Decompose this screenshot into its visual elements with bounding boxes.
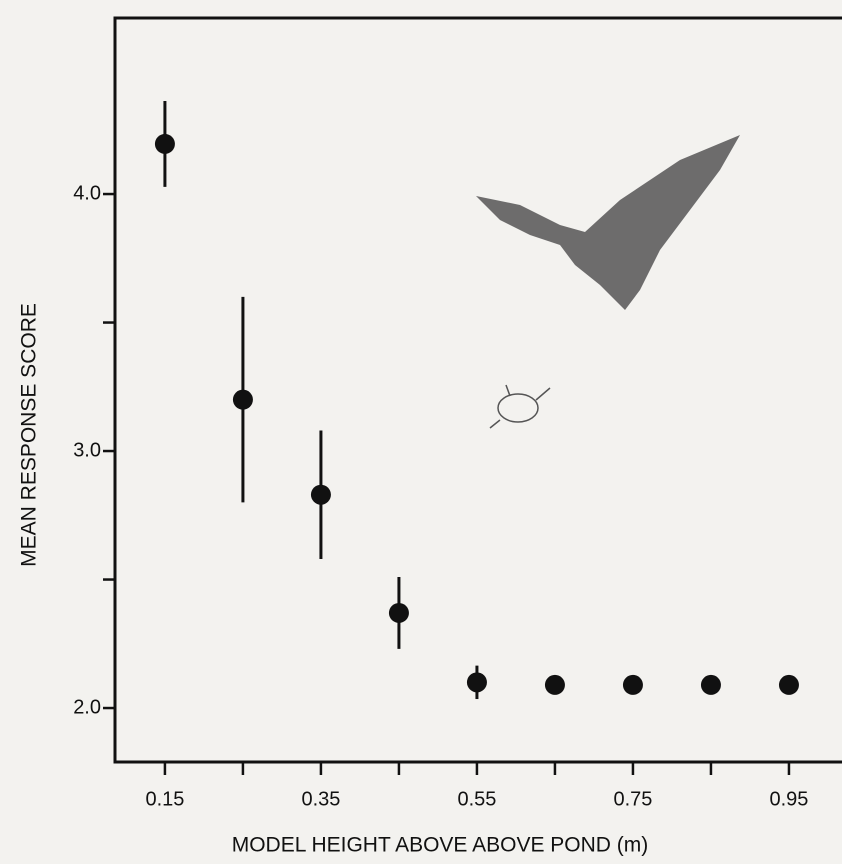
point xyxy=(778,674,799,695)
point xyxy=(310,484,331,505)
point xyxy=(466,672,487,693)
point xyxy=(232,389,253,410)
y-tick-label: 2.0 xyxy=(73,696,101,718)
bat-illustration xyxy=(476,135,740,310)
point xyxy=(544,674,565,695)
x-tick-label: 0.75 xyxy=(613,788,652,810)
y-tick-label: 4.0 xyxy=(73,182,101,204)
frog-illustration xyxy=(489,384,551,429)
point xyxy=(388,602,409,623)
x-axis-title: MODEL HEIGHT ABOVE ABOVE POND (m) xyxy=(232,834,649,857)
x-tick-label: 0.35 xyxy=(301,788,340,810)
plot-frame xyxy=(113,16,842,764)
x-tick-label: 0.15 xyxy=(145,788,184,810)
y-axis-title: MEAN RESPONSE SCORE xyxy=(18,303,41,567)
y-tick-label: 3.0 xyxy=(73,439,101,461)
x-tick-label: 0.55 xyxy=(457,788,496,810)
x-tick-label: 0.95 xyxy=(769,788,808,810)
point xyxy=(622,674,643,695)
point xyxy=(154,133,175,154)
point xyxy=(700,674,721,695)
